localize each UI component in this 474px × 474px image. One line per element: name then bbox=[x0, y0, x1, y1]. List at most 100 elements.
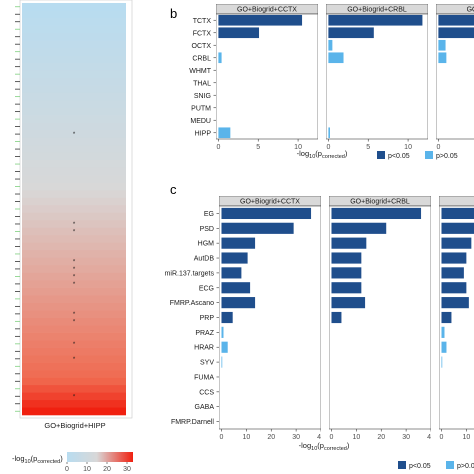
bar bbox=[441, 341, 447, 353]
category-label: PUTM bbox=[191, 105, 211, 112]
bar bbox=[328, 39, 333, 51]
heatmap-cell bbox=[22, 325, 126, 333]
category-label: HIPP bbox=[195, 130, 212, 137]
heatmap-cell bbox=[22, 250, 126, 258]
facet-2: GO+Biogrid+CRBL 0 10 20 30 40 bbox=[329, 196, 431, 441]
category-label: THAL bbox=[193, 80, 211, 87]
heatmap-cell bbox=[22, 332, 126, 341]
heatmap-cell bbox=[22, 370, 126, 378]
heatmap-cell bbox=[22, 340, 126, 348]
category-label: PRP bbox=[200, 315, 215, 322]
bar bbox=[328, 14, 423, 26]
bar bbox=[441, 207, 474, 220]
bar bbox=[441, 252, 467, 264]
heatmap-row-ticks bbox=[15, 6, 20, 412]
category-label: FCTX bbox=[193, 30, 212, 37]
heatmap-cell bbox=[22, 302, 126, 311]
category-label: AutDB bbox=[194, 256, 215, 263]
heatmap-cell bbox=[22, 167, 126, 176]
panel-c-letter: c bbox=[170, 182, 177, 197]
category-label: HGM bbox=[198, 241, 215, 248]
heatmap-cell bbox=[22, 227, 126, 236]
legend-swatch bbox=[377, 151, 385, 159]
heatmap-cell bbox=[22, 3, 126, 11]
heatmap-star: * bbox=[73, 222, 76, 228]
legend-label: p<0.05 bbox=[409, 463, 431, 470]
heatmap-cell bbox=[22, 385, 126, 393]
category-label: MEDU bbox=[190, 118, 211, 125]
heatmap-cell bbox=[22, 130, 126, 139]
bar bbox=[221, 222, 294, 234]
heatmap-star: * bbox=[73, 357, 76, 363]
bar bbox=[441, 237, 472, 249]
category-label: FMRP.Darnell bbox=[171, 419, 214, 426]
heatmap-cell bbox=[22, 122, 126, 131]
facet-strip bbox=[436, 4, 474, 15]
bar bbox=[331, 222, 387, 234]
legend-swatch bbox=[446, 461, 454, 469]
x-tick-label: 10 bbox=[242, 434, 250, 441]
heatmap-cell bbox=[22, 295, 126, 303]
bar bbox=[218, 52, 222, 64]
x-tick-label: 20 bbox=[377, 434, 385, 441]
heatmap-cell bbox=[22, 362, 126, 371]
bar bbox=[221, 207, 312, 220]
category-label: ECG bbox=[199, 285, 214, 292]
heatmap-legend-ticks: 0 10 20 30 bbox=[65, 462, 131, 473]
heatmap-cell bbox=[22, 310, 126, 318]
bar bbox=[218, 27, 260, 39]
x-tick-label: 0 bbox=[440, 434, 444, 441]
heatmap-cell bbox=[22, 115, 126, 124]
heatmap-cell bbox=[22, 70, 126, 79]
heatmap-cell bbox=[22, 160, 126, 169]
x-tick-label: 5 bbox=[366, 144, 370, 151]
category-labels: TCTX FCTX OCTX CRBL WHMT THAL SNIG PUTM MEDU HIPP bbox=[189, 18, 216, 137]
bar bbox=[331, 297, 366, 309]
bar bbox=[441, 311, 452, 324]
bar bbox=[221, 297, 256, 309]
panel-b-letter: b bbox=[170, 6, 177, 21]
bar bbox=[441, 297, 469, 309]
heatmap-cell bbox=[22, 145, 126, 154]
heatmap-legend-gradient bbox=[67, 452, 133, 462]
bar bbox=[221, 282, 251, 294]
heatmap-star: * bbox=[73, 282, 76, 288]
facet-strip-label: GO+Biogrid+CCTX bbox=[237, 7, 297, 14]
heatmap-cell bbox=[22, 400, 126, 408]
heatmap-star: * bbox=[73, 319, 76, 325]
facet-strip bbox=[439, 196, 474, 207]
x-tick-label: 30 bbox=[402, 434, 410, 441]
heatmap-column-label: GO+Biogrid+HIPP bbox=[44, 421, 105, 430]
bar bbox=[331, 311, 342, 324]
category-label: PRAZ bbox=[195, 330, 214, 337]
facet-1: GO+Biogrid+CCTX 0 5 10 bbox=[216, 4, 318, 151]
x-tick-label: 5 bbox=[256, 144, 260, 151]
heatmap-cell bbox=[22, 137, 126, 146]
facet-strip-label: GO+Biogrid+CRBL bbox=[350, 199, 410, 206]
bar bbox=[221, 326, 224, 338]
bar bbox=[441, 282, 467, 294]
heatmap-star: * bbox=[73, 229, 76, 235]
bar-panel-b: TCTX FCTX OCTX CRBL WHMT THAL SNIG PUTM MEDU HIPP… bbox=[189, 4, 474, 160]
x-tick-label: 10 bbox=[462, 434, 470, 441]
heatmap-cell bbox=[22, 47, 126, 56]
x-tick-label: 30 bbox=[292, 434, 300, 441]
heatmap-cell bbox=[22, 242, 126, 251]
heatmap-cell bbox=[22, 182, 126, 191]
legend-label: p>0.05 bbox=[436, 153, 458, 160]
bar bbox=[441, 356, 443, 368]
heatmap-panel-a: ************ GO+Biogrid+HIPP -log10(pcor… bbox=[12, 0, 133, 473]
bar bbox=[221, 267, 242, 279]
x-axis-label: -log10(pcorrected) bbox=[297, 149, 348, 160]
legend-swatch bbox=[398, 461, 406, 469]
bar bbox=[331, 282, 362, 294]
bar bbox=[328, 27, 374, 39]
heatmap-cell bbox=[22, 287, 126, 296]
category-label: SNIG bbox=[194, 93, 211, 100]
facet-strip-label: GO+Biogrid+CCTX bbox=[240, 199, 300, 206]
category-label: miR.137.targets bbox=[165, 270, 215, 277]
heatmap-cell bbox=[22, 317, 126, 326]
